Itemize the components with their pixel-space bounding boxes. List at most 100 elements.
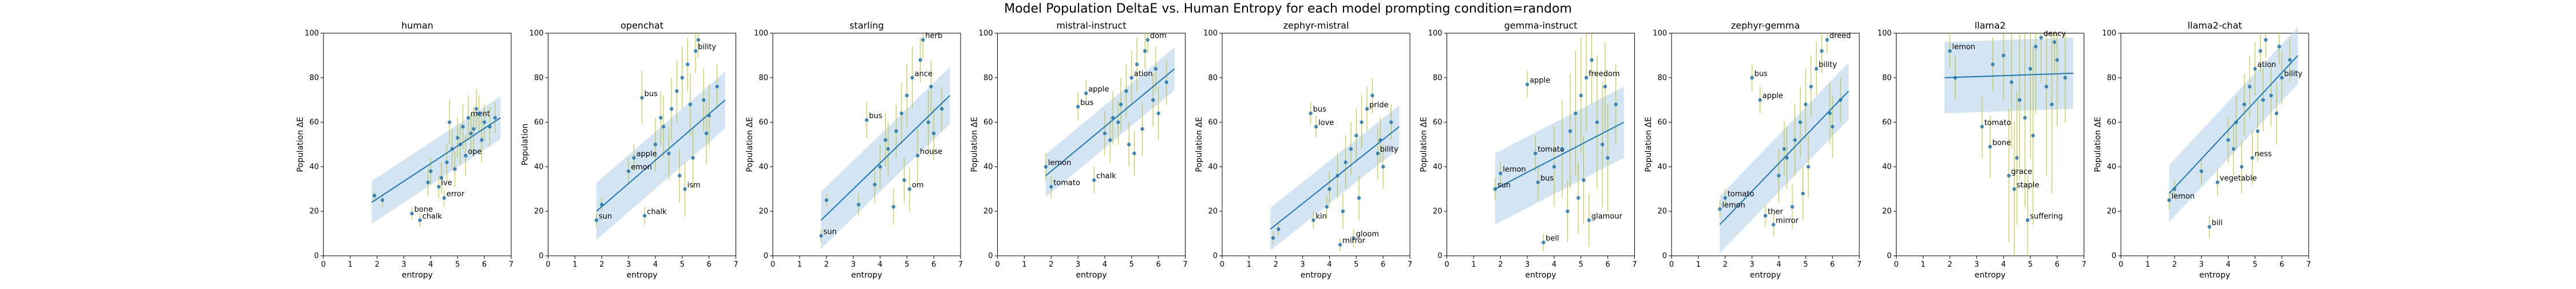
data-point [1108,138,1112,142]
panel-starling: starling 0 1 2 3 4 5 6 7 0 20 40 60 80 100 entropy Popul… [745,20,963,280]
data-point [1341,209,1345,213]
point-label: sun [1498,181,1511,189]
x-tick-label: 4 [1103,260,1107,269]
point-label: bus [1755,70,1768,78]
x-tick-label: 1 [1471,260,1476,269]
x-tick-label: 4 [1552,260,1556,269]
x-tick-label: 2 [1723,260,1728,269]
data-point [461,125,465,129]
y-tick-label: 80 [309,74,319,82]
data-point [2052,40,2057,44]
x-tick-label: 0 [995,260,999,269]
x-tick-label: 2 [599,260,604,269]
panel-title: gemma-instruct [1504,20,1578,31]
x-tick-label: 6 [2279,260,2284,269]
y-tick-label: 0 [764,252,768,260]
point-label: sun [823,228,836,236]
data-point [1595,120,1599,124]
point-label: mirror [1776,217,1799,225]
data-point [905,93,909,98]
data-point [456,136,460,140]
data-point [1566,209,1570,213]
data-point [1084,91,1088,96]
data-point [680,76,684,80]
point-label: dreed [1830,32,1851,41]
data-point [910,76,914,80]
x-tick-label: 6 [2055,260,2060,269]
data-point [1140,127,1144,131]
point-label: ation [2257,61,2276,69]
y-tick-label: 0 [1662,252,1667,260]
x-tick-label: 4 [428,260,433,269]
data-point [2199,169,2203,173]
x-axis-label: entropy [2199,271,2230,280]
data-point [464,153,468,158]
y-tick-label: 0 [539,252,543,260]
data-point [1119,102,1123,106]
x-tick-label: 7 [733,260,738,269]
y-tick-label: 40 [534,163,544,171]
data-point [1988,145,1992,149]
y-axis-label: Population ΔE [970,117,979,172]
y-tick-label: 0 [2112,252,2116,260]
y-tick-label: 0 [1437,252,1442,260]
y-tick-label: 60 [1433,118,1443,127]
data-point [899,111,904,116]
data-point [2023,116,2027,120]
data-point [1525,82,1530,86]
data-point [372,193,377,198]
panel-human: human 0 1 2 3 4 5 6 7 0 20 40 60 80 100 entropy Populati… [296,20,513,280]
x-tick-label: 6 [931,260,936,269]
data-point [1127,142,1131,147]
data-point [677,173,682,178]
x-tick-label: 2 [824,260,829,269]
x-tick-label: 2 [1049,260,1053,269]
data-point [1357,196,1361,200]
point-label: ation [1134,70,1153,78]
y-tick-label: 100 [979,29,993,38]
data-point [1111,116,1115,120]
data-point [2031,133,2035,138]
x-tick-label: 4 [1776,260,1781,269]
data-point [1603,85,1607,89]
x-tick-label: 7 [2306,260,2311,269]
data-point [469,131,473,136]
panel-title: human [401,20,433,31]
data-point [702,98,706,102]
data-point [1376,151,1380,156]
point-label: bility [1819,61,1837,69]
y-tick-label: 40 [1882,163,1892,171]
data-point [2279,76,2284,80]
data-point [1568,129,1573,133]
data-point [1156,111,1160,116]
point-label: chalk [422,212,442,221]
x-tick-label: 3 [1525,260,1530,269]
data-point [1271,236,1275,240]
panel-title: llama2-chat [2187,20,2242,31]
x-tick-label: 3 [2199,260,2203,269]
y-tick-label: 60 [2107,118,2116,127]
data-point [653,142,658,147]
y-tick-label: 40 [2107,163,2116,171]
plot-frame [1671,33,1860,256]
panel-openchat: openchat 0 1 2 3 4 5 6 7 0 20 40 60 80 100 entropy Popul… [521,20,738,280]
x-tick-label: 1 [1247,260,1251,269]
plot-frame [1896,33,2084,256]
y-tick-label: 0 [314,252,319,260]
point-label: bility [1380,145,1398,154]
x-tick-label: 5 [680,260,685,269]
data-point [1132,151,1136,156]
data-point [1116,120,1120,124]
data-point [685,62,690,66]
y-tick-label: 80 [1208,74,1218,82]
data-point [1493,187,1498,191]
data-point [594,218,599,222]
y-tick-label: 40 [1657,163,1667,171]
data-point [2242,102,2246,106]
data-point [1365,107,1369,111]
data-point [2025,218,2030,222]
data-point [1143,49,1147,53]
x-tick-label: 4 [2001,260,2006,269]
x-tick-label: 7 [2081,260,2086,269]
